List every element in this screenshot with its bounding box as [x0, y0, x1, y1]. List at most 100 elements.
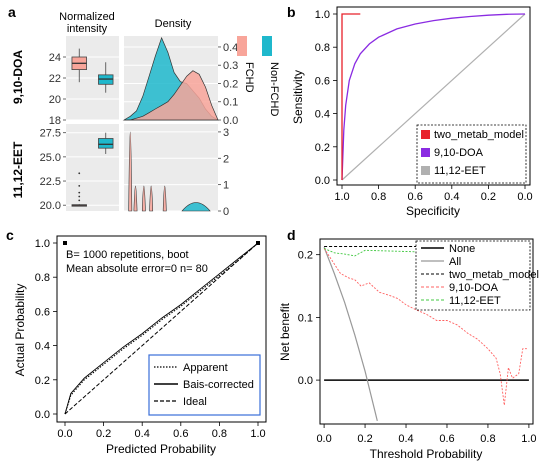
- panel-a-row2-label: 11,12-EET: [11, 141, 25, 198]
- density-area-fchd: [124, 70, 219, 121]
- y-tick-label: 0.2: [35, 375, 50, 387]
- calibration-annotation-line1: B= 1000 repetitions, boot: [66, 249, 189, 261]
- calibration-plot-frame: [56, 235, 267, 423]
- density-plot-1112eet: 0 1 2 3: [124, 127, 229, 218]
- density-peak-fchd: [128, 131, 133, 212]
- roc-legend-swatch-two-metab: [421, 130, 430, 139]
- x-axis-label: Threshold Probability: [370, 447, 483, 461]
- x-tick-label: 1.0: [521, 433, 536, 445]
- density-2-background: [124, 124, 218, 211]
- decision-curve-legend-box: [415, 240, 531, 311]
- roc-plot: 1.0 0.8 0.6 0.4 0.2 0.0 0.0 0.2 0.4 0.6 0.8 1.0 Spec…: [291, 9, 533, 218]
- x-tick-label: 0.4: [444, 191, 459, 203]
- outlier-point: [78, 184, 81, 187]
- x-tick-label: 0.2: [96, 428, 111, 440]
- x-tick-label: 0.2: [357, 433, 372, 445]
- roc-plot-frame: [336, 6, 531, 186]
- dca-legend-label-1112eet: 11,12-EET: [449, 295, 501, 307]
- y-tick-label: 0.6: [35, 306, 50, 318]
- calibration-curve-ideal: [64, 242, 259, 415]
- x-axis-label: Predicted Probability: [106, 442, 216, 456]
- x-tick-label: 1.0: [334, 191, 349, 203]
- y-tick-label: 1.0: [315, 9, 330, 21]
- roc-legend-box: [416, 124, 527, 184]
- x-tick-label: 0.8: [371, 191, 386, 203]
- y-tick-label: 0.0: [223, 115, 238, 127]
- panel-a-col1-title-line2: intensity: [67, 23, 108, 35]
- y-tick-label: 0.3: [223, 60, 238, 72]
- box-2-background: [66, 124, 119, 211]
- x-tick-label: 0.6: [439, 433, 454, 445]
- legend-label-fchd: FCHD: [243, 62, 255, 93]
- x-tick-label: 0.0: [316, 433, 331, 445]
- density-peak-non-fchd: [181, 202, 211, 212]
- y-tick-label: 0.8: [35, 272, 50, 284]
- dca-curve-9-10-doa: [323, 248, 527, 406]
- y-axis-label: Sensitivity: [291, 70, 305, 124]
- dca-legend-label-all: All: [449, 256, 461, 268]
- x-tick-label: 0.4: [398, 433, 413, 445]
- density-plot-910doa: 0.0 0.1 0.2 0.3 0.4: [122, 36, 238, 127]
- density-peak-fchd: [162, 185, 167, 212]
- panel-a: a Normalized intensity Density 9,10-DOA …: [8, 4, 280, 218]
- density-peak-fchd: [141, 185, 146, 212]
- x-tick-label: 0.6: [173, 428, 188, 440]
- panel-a-col2-title: Density: [155, 18, 192, 30]
- panel-a-row1-label: 9,10-DOA: [11, 50, 25, 104]
- y-tick-label: 0.0: [35, 409, 50, 421]
- dca-legend-label-none: None: [449, 243, 475, 255]
- calibration-legend-label-bias-corrected: Bais-corrected: [183, 379, 254, 391]
- outlier-point: [78, 199, 81, 202]
- y-tick-label: 20: [49, 94, 61, 106]
- legend-label-non-fchd: Non-FCHD: [268, 62, 280, 116]
- panel-b: b 1.0 0.8 0.6 0.4 0.2 0.0 0.0 0.2 0.4 0.6 0.8 1.0 Sp…: [287, 4, 533, 218]
- density-peak-fchd: [149, 185, 154, 212]
- dca-legend-label-two-metab: two_metab_model: [449, 269, 539, 281]
- roc-legend-label-910doa: 9,10-DOA: [434, 147, 484, 159]
- roc-legend: two_metab_model 9,10-DOA 11,12-EET: [416, 124, 527, 184]
- calibration-curve-bais-corrected: [64, 242, 259, 415]
- dca-legend-label-910doa: 9,10-DOA: [449, 282, 499, 294]
- panel-a-col1-title-line1: Normalized: [59, 11, 115, 23]
- calibration-curve-apparent: [64, 242, 259, 415]
- calibration-legend: Apparent Bais-corrected Ideal: [148, 354, 261, 416]
- y-tick-label: 0.0: [315, 175, 330, 187]
- y-tick-label: 20.0: [40, 200, 61, 212]
- y-tick-label: 0.2: [298, 250, 313, 262]
- y-tick-label: 24: [49, 52, 61, 64]
- x-tick-label: 0.8: [212, 428, 227, 440]
- roc-curve-two-metab-model: [341, 13, 361, 180]
- y-tick-label: 0.4: [223, 42, 238, 54]
- y-axis-label: Net benefit: [278, 302, 292, 361]
- x-axis-label: Specificity: [406, 204, 460, 218]
- decision-curve-legend: None All two_metab_model 9,10-DOA 11,12-…: [415, 240, 539, 311]
- y-tick-label: 3: [223, 127, 229, 139]
- roc-legend-swatch-1112eet: [421, 166, 430, 175]
- panel-a-letter: a: [8, 4, 16, 20]
- y-tick-label: 0.4: [315, 109, 330, 121]
- y-tick-label: 0.1: [298, 312, 313, 324]
- x-tick-label: 1.0: [250, 428, 265, 440]
- roc-legend-label-two-metab: two_metab_model: [434, 129, 524, 141]
- y-tick-label: 0.2: [223, 78, 238, 90]
- x-tick-label: 0.0: [57, 428, 72, 440]
- calibration-legend-label-apparent: Apparent: [183, 362, 228, 374]
- y-tick-label: 1.0: [35, 238, 50, 250]
- y-tick-label: 25.0: [40, 152, 61, 164]
- y-tick-label: 0.2: [315, 142, 330, 154]
- y-tick-label: 0.6: [315, 75, 330, 87]
- dca-curve-11-12-eet: [323, 247, 505, 257]
- roc-legend-label-1112eet: 11,12-EET: [434, 165, 486, 177]
- y-tick-label: 22: [49, 73, 61, 85]
- calibration-annotation-line2: Mean absolute error=0 n= 80: [66, 263, 208, 275]
- legend-swatch-fchd: [237, 36, 247, 56]
- y-tick-label: 0.4: [35, 341, 50, 353]
- y-tick-label: 1: [223, 180, 229, 192]
- panel-b-letter: b: [287, 4, 296, 20]
- y-tick-label: 27.5: [40, 128, 61, 140]
- box-plot-1112eet: 20.0 22.5 25.0 27.5: [40, 128, 119, 212]
- x-tick-label: 0.2: [481, 191, 496, 203]
- calibration-legend-label-ideal: Ideal: [183, 396, 207, 408]
